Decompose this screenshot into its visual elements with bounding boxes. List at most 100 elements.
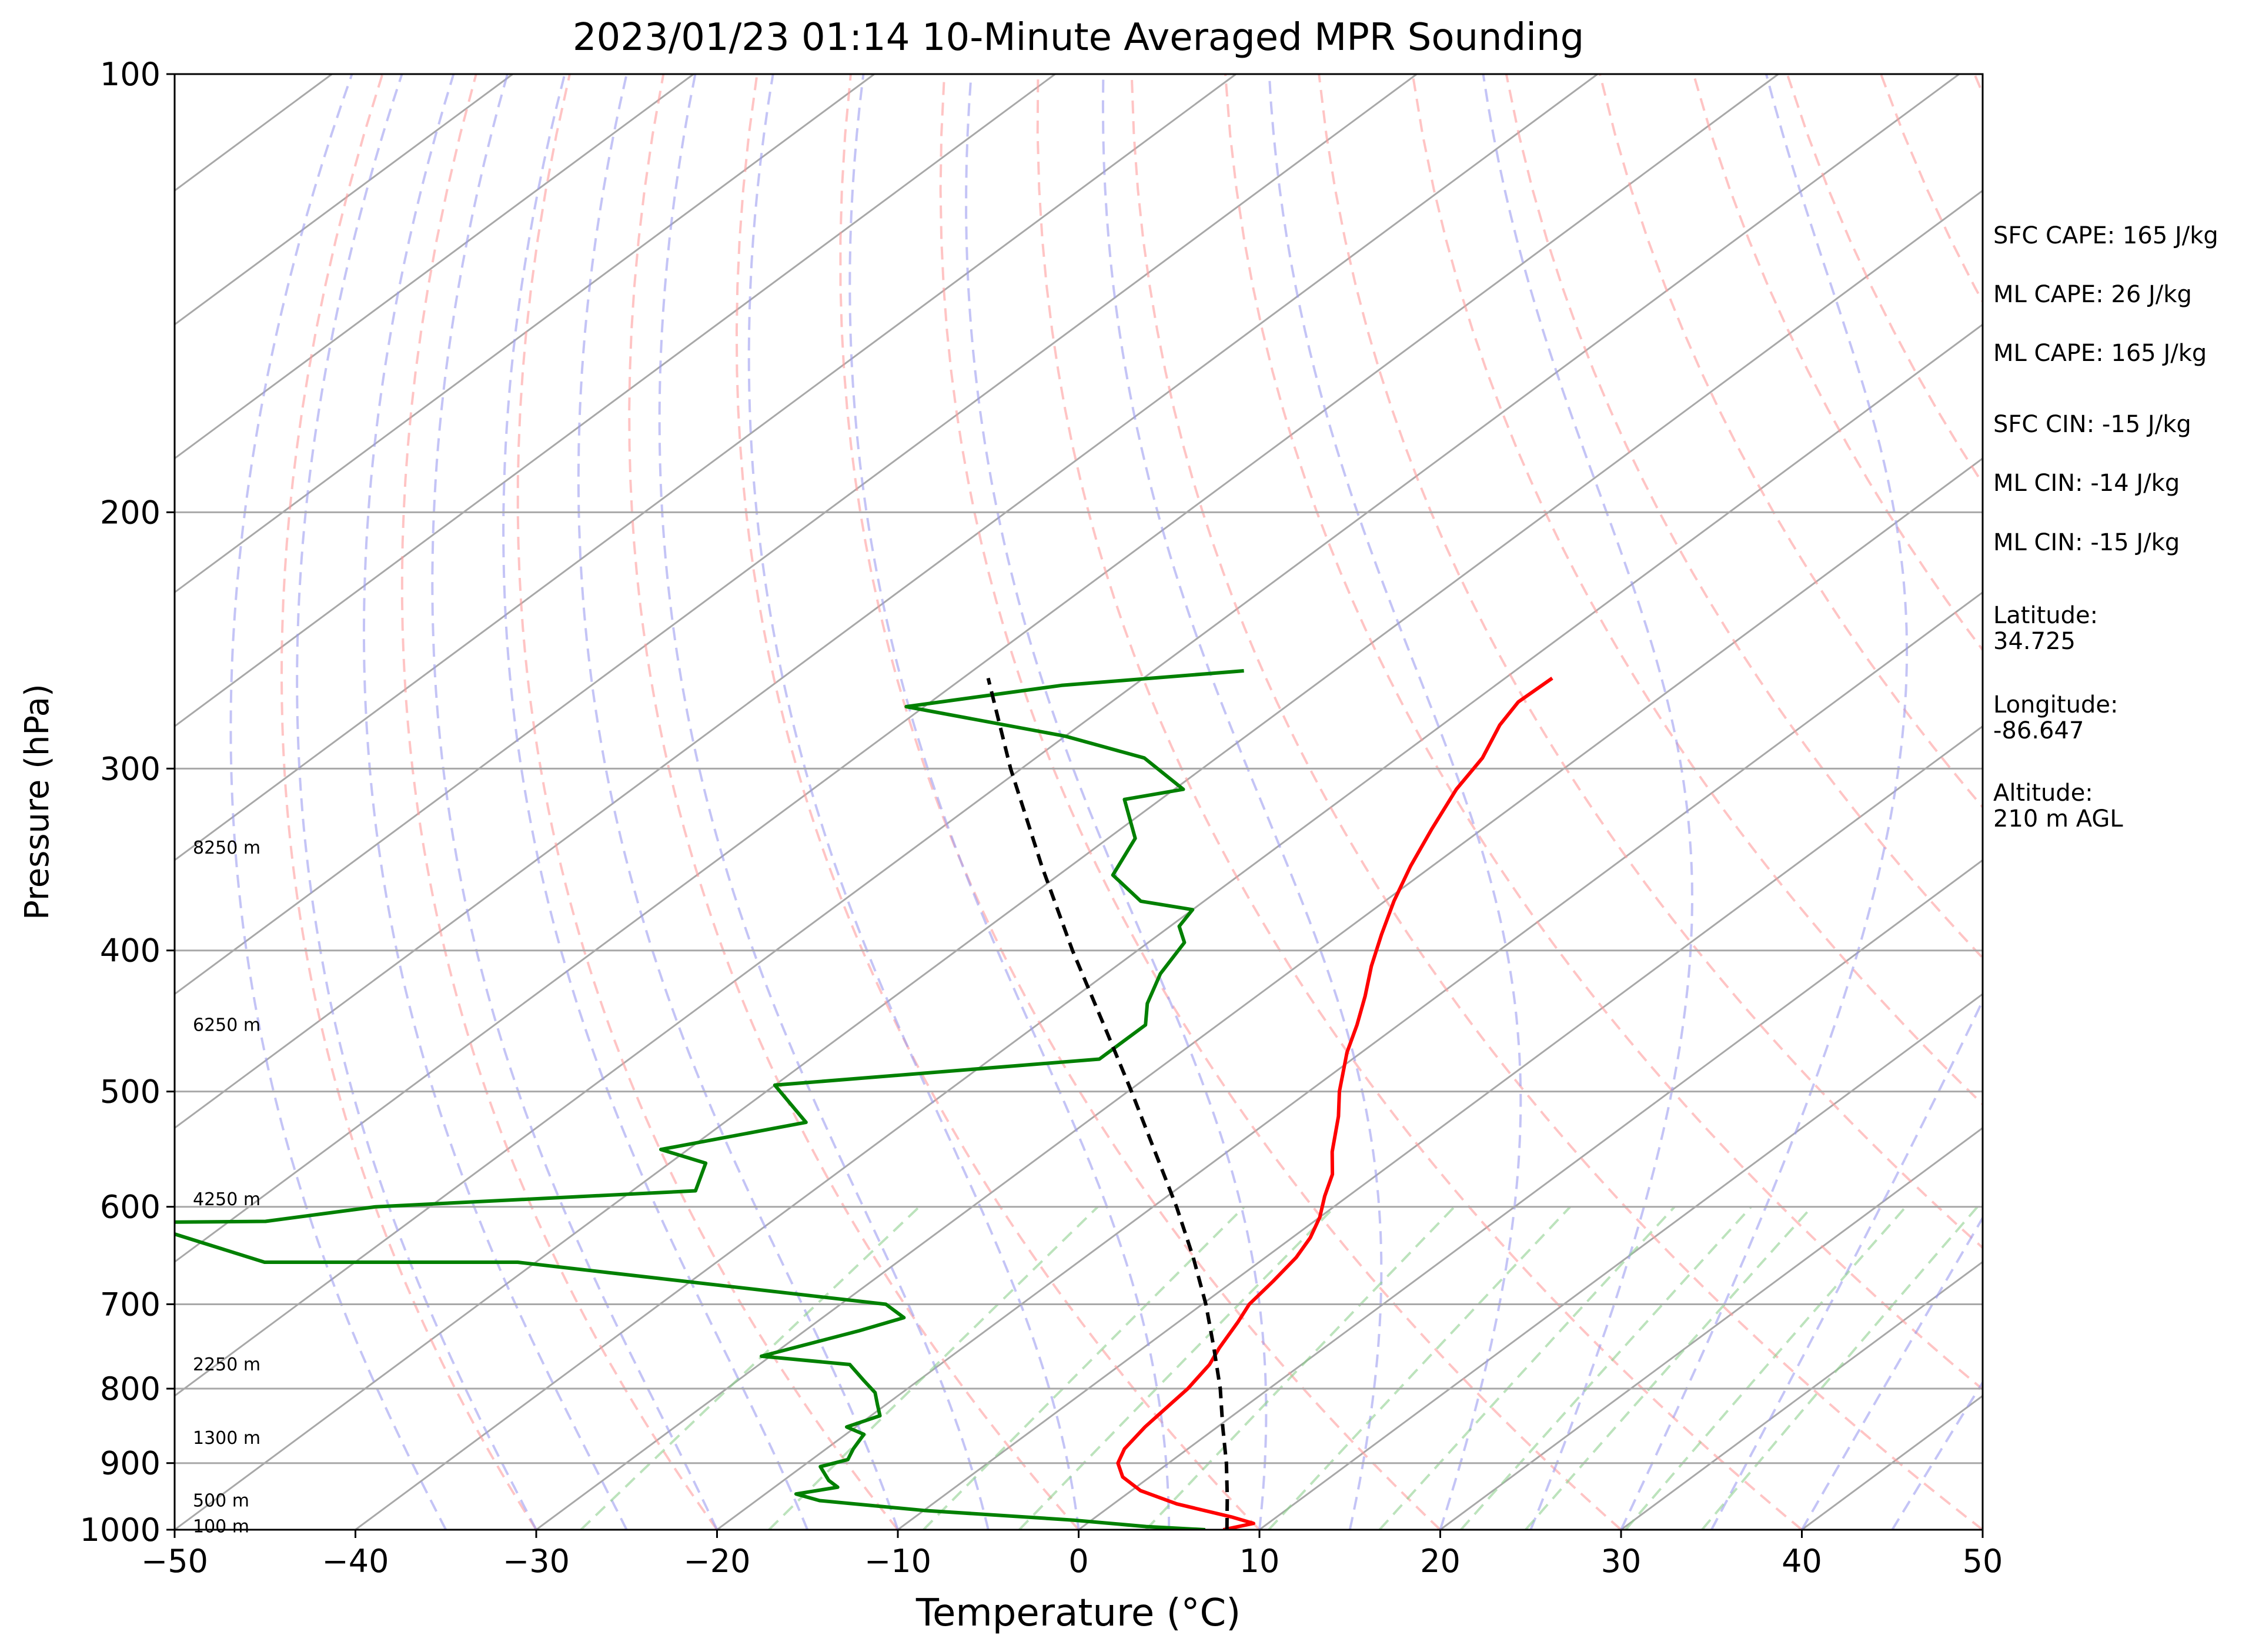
isotherm-line bbox=[1078, 859, 1983, 1530]
mixing-ratio-line bbox=[580, 1206, 920, 1530]
moist-adiabat-line bbox=[363, 74, 628, 1530]
temperature-profile bbox=[1116, 677, 1553, 1530]
dry-adiabat-line bbox=[1036, 74, 1803, 1530]
isotherm-line bbox=[175, 74, 1237, 861]
y-tick-label: 400 bbox=[100, 932, 161, 969]
dry-adiabat-line bbox=[400, 74, 719, 1530]
moist-adiabat-line bbox=[431, 74, 719, 1530]
dry-adiabat-line bbox=[628, 74, 1080, 1530]
isotherm-line bbox=[175, 189, 1983, 1530]
y-tick-label: 200 bbox=[100, 494, 161, 531]
x-tick-label: −50 bbox=[141, 1543, 208, 1580]
y-tick-label: 700 bbox=[100, 1286, 161, 1323]
height-label: 1300 m bbox=[193, 1428, 260, 1449]
y-tick-label: 100 bbox=[100, 56, 161, 93]
height-label: 100 m bbox=[193, 1517, 249, 1537]
moist-adiabat-line bbox=[1620, 74, 1909, 1530]
isotherm-line bbox=[175, 74, 1779, 1263]
moist-adiabat-line bbox=[1101, 74, 1383, 1530]
moist-adiabat-line bbox=[965, 74, 1268, 1530]
isotherm-line bbox=[1620, 1260, 1983, 1530]
x-tick-label: 50 bbox=[1963, 1543, 2003, 1580]
x-tick-label: −10 bbox=[864, 1543, 931, 1580]
y-tick-label: 900 bbox=[100, 1445, 161, 1482]
dry-adiabat-line bbox=[516, 74, 899, 1530]
isotherm-line bbox=[175, 74, 1598, 1129]
isotherm-line bbox=[1259, 993, 1983, 1530]
isotherm-line bbox=[355, 323, 1983, 1530]
pressure-gridlines bbox=[175, 74, 1983, 1530]
isotherm-line bbox=[175, 74, 1418, 995]
dewpoint-profile bbox=[175, 669, 1244, 1530]
dry-adiabat-line bbox=[839, 74, 1441, 1530]
isotherm-line bbox=[175, 74, 694, 460]
stat-annotation: ML CIN: -15 J/kg bbox=[1993, 529, 2180, 556]
dry-adiabat-line bbox=[280, 74, 537, 1530]
isotherm-line bbox=[175, 74, 875, 594]
y-tick-label: 1000 bbox=[80, 1511, 161, 1549]
y-tick-label: 600 bbox=[100, 1189, 161, 1226]
dry-adiabat-line bbox=[1224, 74, 1983, 1391]
moist-adiabat-line bbox=[229, 74, 447, 1530]
moist-adiabat-line bbox=[658, 74, 990, 1530]
stat-annotation: ML CAPE: 165 J/kg bbox=[1993, 340, 2207, 367]
y-tick-label: 300 bbox=[100, 750, 161, 787]
moist-adiabat-line bbox=[848, 74, 1171, 1530]
stat-annotation: ML CIN: -14 J/kg bbox=[1993, 470, 2180, 497]
location-label: Altitude: bbox=[1993, 780, 2093, 807]
y-axis-label: Pressure (hPa) bbox=[18, 684, 56, 920]
isotherm-line bbox=[175, 74, 513, 326]
isotherm-line bbox=[175, 74, 1960, 1397]
location-value: -86.647 bbox=[1993, 717, 2084, 744]
dry-adiabat-line bbox=[735, 74, 1261, 1530]
data-series bbox=[175, 669, 1553, 1530]
x-tick-label: 20 bbox=[1420, 1543, 1461, 1580]
x-tick-label: −30 bbox=[503, 1543, 570, 1580]
isotherm-line bbox=[175, 74, 1056, 728]
dry-adiabat-line bbox=[939, 74, 1622, 1530]
mixing-ratio-line bbox=[1701, 1206, 1979, 1530]
x-tick-label: 30 bbox=[1601, 1543, 1642, 1580]
y-tick-label: 800 bbox=[100, 1370, 161, 1407]
moist-adiabat-line bbox=[577, 74, 899, 1530]
isotherm-line bbox=[1439, 1126, 1983, 1530]
height-label: 8250 m bbox=[193, 838, 260, 858]
x-axis-ticks: −50 −40 −30 −20 −10 0 10 20 30 40 50 bbox=[141, 1530, 2003, 1580]
height-label: 500 m bbox=[193, 1490, 249, 1511]
isotherm-line bbox=[536, 457, 1983, 1530]
y-tick-label: 500 bbox=[100, 1074, 161, 1111]
x-tick-label: −40 bbox=[322, 1543, 389, 1580]
dry-adiabat-line bbox=[1318, 74, 1983, 1250]
stat-annotation: ML CAPE: 26 J/kg bbox=[1993, 281, 2192, 308]
height-label: 2250 m bbox=[193, 1355, 260, 1375]
x-tick-label: 40 bbox=[1782, 1543, 1822, 1580]
location-label: Latitude: bbox=[1993, 602, 2098, 629]
background-lines bbox=[175, 74, 1983, 1530]
location-value: 34.725 bbox=[1993, 628, 2076, 655]
x-tick-label: 10 bbox=[1239, 1543, 1280, 1580]
moist-adiabat-line bbox=[1268, 74, 1522, 1530]
x-tick-label: 0 bbox=[1068, 1543, 1088, 1580]
mixing-ratio-line bbox=[768, 1206, 1099, 1530]
location-label: Longitude: bbox=[1993, 691, 2118, 718]
chart-title: 2023/01/23 01:14 10-Minute Averaged MPR … bbox=[573, 16, 1584, 59]
moist-adiabat-line bbox=[747, 74, 1080, 1530]
moist-adiabat-line bbox=[1482, 74, 1694, 1530]
isotherm-line bbox=[716, 591, 1983, 1530]
moist-adiabat-line bbox=[502, 74, 809, 1530]
mixing-ratio-line bbox=[923, 1206, 1245, 1530]
y-axis-ticks: 100 200 300 400 500 600 700 800 900 1000 bbox=[80, 56, 175, 1549]
x-axis-label: Temperature (°C) bbox=[915, 1591, 1241, 1635]
isotherm-line bbox=[897, 725, 1983, 1530]
parcel-profile bbox=[986, 677, 1229, 1530]
height-label: 4250 m bbox=[193, 1189, 260, 1210]
height-labels: 8250 m 6250 m 4250 m 2250 m 1300 m 500 m 100 m bbox=[193, 838, 260, 1537]
height-label: 6250 m bbox=[193, 1015, 260, 1035]
dry-adiabat-line bbox=[1130, 74, 1983, 1530]
stats-annotations: SFC CAPE: 165 J/kg ML CAPE: 26 J/kg ML CAP… bbox=[1993, 222, 2218, 556]
x-tick-label: −20 bbox=[684, 1543, 751, 1580]
moist-adiabat-line bbox=[296, 74, 537, 1530]
stat-annotation: SFC CAPE: 165 J/kg bbox=[1993, 222, 2218, 249]
location-value: 210 m AGL bbox=[1993, 805, 2123, 832]
